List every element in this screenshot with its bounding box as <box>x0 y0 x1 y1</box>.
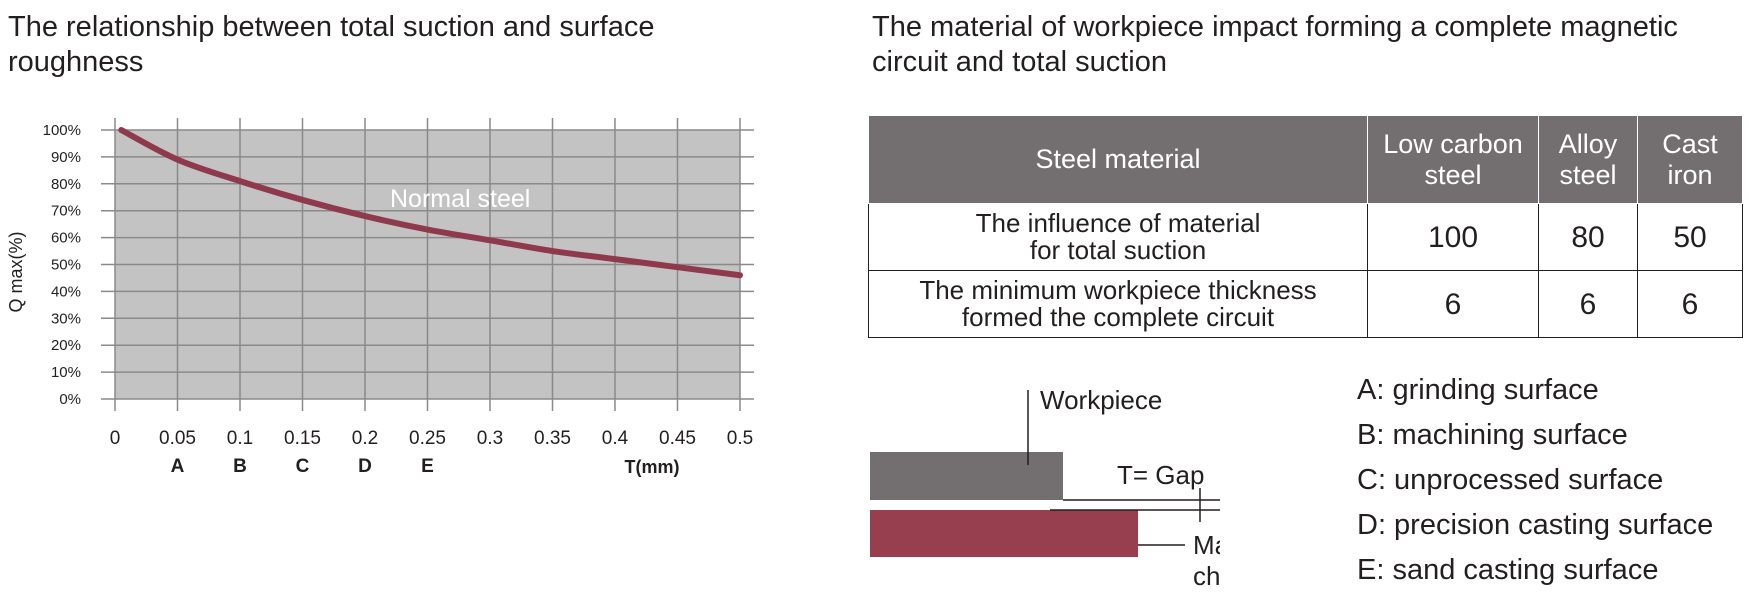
chart-title: The relationship between total suction a… <box>8 11 655 78</box>
surface-label: C <box>296 456 310 477</box>
y-tick-label: 10% <box>51 364 81 381</box>
cell-value: 6 <box>1637 270 1743 338</box>
legend-item: A: grinding surface <box>1357 374 1599 406</box>
cell-value: 50 <box>1637 203 1743 271</box>
chuck-label-line1: Magnetic <box>1193 530 1220 560</box>
row-label-influence: The influence of material for total suct… <box>868 203 1368 271</box>
x-axis-ticks: 0 0.05 0.1 0.15 0.2 0.25 0.3 0.35 0.4 0.45 0.5 <box>110 428 754 449</box>
header-low-carbon-steel: Low carbon steel <box>1367 115 1539 204</box>
gap-label: T= Gap <box>1117 460 1204 490</box>
series-label-normal-steel: Normal steel <box>390 185 530 213</box>
cell-value: 6 <box>1367 270 1539 338</box>
header-alloy-steel: Alloy steel <box>1538 115 1638 204</box>
gap-diagram: Workpiece T= Gap Magnetic chuck <box>870 385 1220 591</box>
suction-roughness-chart: 0%10%20%30%40%50%60%70%80%90%100% 0 0.05 0… <box>6 118 754 477</box>
y-tick-label: 50% <box>51 257 81 274</box>
cell-value: 6 <box>1538 270 1638 338</box>
cell-value: 100 <box>1367 203 1539 271</box>
y-tick-label: 70% <box>51 203 81 220</box>
table-row: The influence of material for total suct… <box>868 203 1743 271</box>
legend-item: C: unprocessed surface <box>1357 464 1664 496</box>
cell-value: 80 <box>1538 203 1638 271</box>
surface-label: E <box>421 456 434 477</box>
x-tick-label: 0.35 <box>534 428 571 449</box>
x-tick-label: 0.1 <box>227 428 253 449</box>
y-tick-label: 100% <box>43 122 81 139</box>
y-axis-label: Q max(%) <box>6 232 26 313</box>
y-axis-ticks: 0% 10% 20% 30% 40% 50% 60% 70% 80% 90% 100% <box>43 122 81 408</box>
surface-label: A <box>171 456 185 477</box>
x-tick-label: 0.45 <box>659 428 696 449</box>
y-tick-label: 20% <box>51 337 81 354</box>
table-header-row: Steel material Low carbon steel Alloy st… <box>868 115 1743 204</box>
x-tick-label: 0.4 <box>602 428 629 449</box>
y-tick-label: 60% <box>51 230 81 247</box>
table-title: The material of workpiece impact forming… <box>872 11 1678 78</box>
material-table: Steel material Low carbon steel Alloy st… <box>868 115 1743 338</box>
grid-lines <box>101 118 754 411</box>
y-tick-label: 80% <box>51 176 81 193</box>
legend-item: D: precision casting surface <box>1357 509 1714 541</box>
y-tick-label: 30% <box>51 310 81 327</box>
x-tick-label: 0.3 <box>477 428 503 449</box>
y-tick-label: 40% <box>51 283 81 300</box>
header-steel-material: Steel material <box>868 115 1368 204</box>
x-tick-label: 0.2 <box>352 428 378 449</box>
magnetic-chuck-block <box>870 510 1138 557</box>
workpiece-label: Workpiece <box>1040 385 1162 415</box>
legend-item: E: sand casting surface <box>1357 554 1659 586</box>
workpiece-block <box>870 452 1063 500</box>
y-tick-label: 0% <box>59 391 81 408</box>
surface-label: B <box>233 456 247 477</box>
surface-type-labels: A B C D E <box>171 456 434 477</box>
series-line-normal-steel <box>118 127 743 279</box>
x-tick-label: 0.05 <box>159 428 196 449</box>
x-tick-label: 0 <box>110 428 121 449</box>
chuck-label-line2: chuck <box>1193 561 1220 591</box>
x-tick-label: 0.25 <box>409 428 446 449</box>
surface-label: D <box>358 456 372 477</box>
header-cast-iron: Cast iron <box>1637 115 1743 204</box>
x-tick-label: 0.5 <box>727 428 753 449</box>
y-tick-label: 90% <box>51 149 81 166</box>
surface-legend: A: grinding surface B: machining surface… <box>1357 368 1713 593</box>
table-row: The minimum workpiece thickness formed t… <box>868 270 1743 338</box>
legend-item: B: machining surface <box>1357 419 1628 451</box>
x-tick-label: 0.15 <box>284 428 321 449</box>
row-label-min-thickness: The minimum workpiece thickness formed t… <box>868 270 1368 338</box>
x-axis-label: T(mm) <box>625 457 680 477</box>
